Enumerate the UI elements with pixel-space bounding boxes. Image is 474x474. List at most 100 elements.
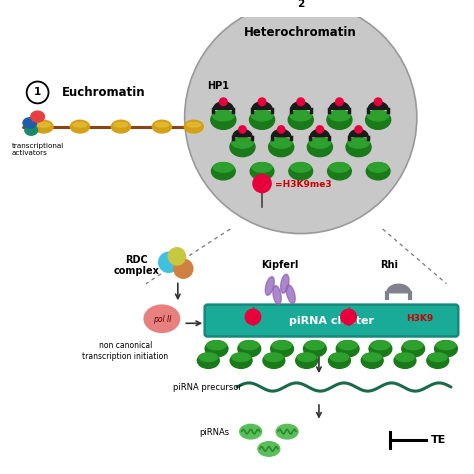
- Ellipse shape: [367, 110, 389, 121]
- Ellipse shape: [265, 277, 274, 295]
- Ellipse shape: [281, 274, 289, 293]
- Text: non canonical
transcription initiation: non canonical transcription initiation: [82, 341, 169, 361]
- Ellipse shape: [240, 341, 259, 350]
- Ellipse shape: [111, 120, 130, 133]
- Ellipse shape: [336, 341, 359, 357]
- Ellipse shape: [184, 120, 203, 133]
- Polygon shape: [368, 102, 388, 109]
- Circle shape: [278, 126, 285, 133]
- Ellipse shape: [288, 110, 313, 129]
- Text: H3K9: H3K9: [406, 314, 434, 323]
- Circle shape: [355, 126, 362, 133]
- Ellipse shape: [249, 110, 274, 129]
- Ellipse shape: [155, 122, 169, 127]
- Ellipse shape: [309, 137, 330, 148]
- Ellipse shape: [187, 122, 201, 127]
- Polygon shape: [272, 129, 291, 137]
- Ellipse shape: [435, 341, 457, 357]
- Ellipse shape: [338, 341, 357, 350]
- Polygon shape: [329, 102, 349, 109]
- Ellipse shape: [36, 122, 50, 127]
- Ellipse shape: [363, 353, 382, 362]
- Ellipse shape: [291, 163, 311, 172]
- Ellipse shape: [328, 353, 350, 368]
- Ellipse shape: [264, 353, 283, 362]
- Text: Rhi: Rhi: [381, 260, 399, 271]
- Ellipse shape: [263, 353, 285, 368]
- Ellipse shape: [271, 137, 292, 148]
- Ellipse shape: [240, 424, 262, 439]
- Polygon shape: [213, 102, 233, 109]
- Polygon shape: [291, 102, 311, 109]
- Ellipse shape: [296, 353, 318, 368]
- Ellipse shape: [368, 163, 388, 172]
- Ellipse shape: [31, 111, 45, 122]
- Ellipse shape: [232, 353, 250, 362]
- Ellipse shape: [273, 341, 292, 350]
- Text: piRNA precursor: piRNA precursor: [173, 383, 242, 392]
- Text: pol II: pol II: [153, 315, 171, 324]
- Ellipse shape: [289, 163, 312, 180]
- Circle shape: [341, 309, 356, 325]
- Circle shape: [258, 98, 266, 106]
- Ellipse shape: [250, 163, 274, 180]
- Text: Heterochromatin: Heterochromatin: [245, 27, 357, 39]
- Ellipse shape: [144, 305, 180, 332]
- Circle shape: [245, 309, 261, 325]
- Ellipse shape: [34, 120, 53, 133]
- Ellipse shape: [273, 286, 281, 304]
- Ellipse shape: [327, 110, 352, 129]
- Circle shape: [27, 82, 48, 103]
- Circle shape: [253, 174, 271, 192]
- Ellipse shape: [252, 163, 272, 172]
- Ellipse shape: [258, 442, 280, 456]
- Circle shape: [297, 98, 304, 106]
- Ellipse shape: [251, 110, 273, 121]
- Ellipse shape: [371, 341, 390, 350]
- Ellipse shape: [211, 110, 236, 129]
- Circle shape: [316, 126, 323, 133]
- Ellipse shape: [369, 341, 392, 357]
- Circle shape: [159, 252, 179, 272]
- Ellipse shape: [307, 137, 332, 156]
- Ellipse shape: [73, 122, 87, 127]
- Polygon shape: [387, 284, 410, 293]
- Text: TE: TE: [430, 435, 446, 445]
- Ellipse shape: [402, 341, 425, 357]
- Ellipse shape: [303, 341, 326, 357]
- Ellipse shape: [403, 341, 423, 350]
- Text: RDC
complex: RDC complex: [114, 255, 160, 276]
- Text: transcriptional
activators: transcriptional activators: [12, 143, 64, 155]
- Polygon shape: [233, 129, 252, 137]
- Ellipse shape: [366, 163, 390, 180]
- Ellipse shape: [329, 163, 349, 172]
- Ellipse shape: [276, 424, 298, 439]
- Text: piRNA cluster: piRNA cluster: [289, 316, 374, 326]
- Circle shape: [374, 98, 382, 106]
- Ellipse shape: [365, 110, 391, 129]
- Ellipse shape: [70, 120, 90, 133]
- Ellipse shape: [297, 353, 316, 362]
- Ellipse shape: [330, 353, 349, 362]
- Circle shape: [239, 126, 246, 133]
- Ellipse shape: [329, 110, 350, 121]
- Ellipse shape: [213, 163, 233, 172]
- Ellipse shape: [152, 120, 172, 133]
- Text: Kipferl: Kipferl: [262, 260, 299, 271]
- Text: HP1: HP1: [208, 81, 229, 91]
- Ellipse shape: [23, 118, 36, 128]
- Ellipse shape: [286, 285, 295, 303]
- Ellipse shape: [328, 163, 351, 180]
- Ellipse shape: [230, 353, 252, 368]
- Polygon shape: [310, 129, 329, 137]
- Ellipse shape: [361, 353, 383, 368]
- Ellipse shape: [114, 122, 128, 127]
- Text: Euchromatin: Euchromatin: [62, 86, 146, 99]
- Ellipse shape: [428, 353, 447, 362]
- Circle shape: [173, 259, 193, 278]
- Ellipse shape: [207, 341, 226, 350]
- Ellipse shape: [271, 341, 293, 357]
- FancyBboxPatch shape: [205, 305, 458, 337]
- Ellipse shape: [348, 137, 369, 148]
- Ellipse shape: [238, 341, 261, 357]
